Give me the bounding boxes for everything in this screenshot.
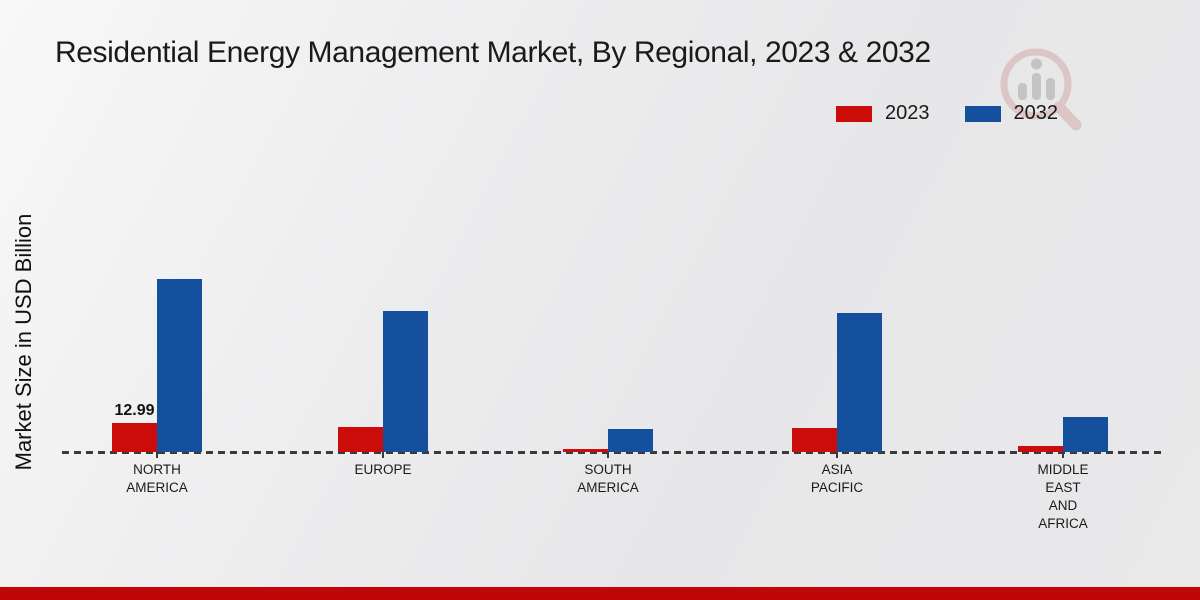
bar-2032-asia-pacific	[837, 312, 882, 452]
x-axis-tick	[836, 452, 838, 458]
category-label-north-america: NORTH AMERICA	[126, 462, 188, 495]
bar-2032-middle-east-and-africa	[1063, 416, 1108, 452]
bar-2023-middle-east-and-africa	[1018, 446, 1063, 452]
bar-2023-north-america	[112, 423, 157, 452]
legend-swatch-2032	[964, 105, 1001, 122]
legend-label-2032: 2032	[1013, 102, 1059, 124]
legend-item-2023: 2023	[836, 102, 930, 125]
bar-2032-north-america	[157, 278, 202, 452]
bar-2023-europe	[338, 426, 383, 452]
legend-label-2023: 2023	[885, 102, 930, 124]
bar-2023-south-america	[563, 449, 608, 452]
x-axis-tick	[607, 452, 609, 458]
category-label-south-america: SOUTH AMERICA	[577, 462, 639, 495]
data-label-12.99: 12.99	[114, 402, 155, 420]
bar-2032-europe	[383, 310, 428, 452]
category-label-asia-pacific: ASIA PACIFIC	[810, 462, 864, 495]
x-axis-tick	[1062, 452, 1064, 458]
x-axis-tick	[156, 452, 158, 458]
x-axis-dashed-baseline	[62, 451, 1165, 454]
bar-2032-south-america	[608, 428, 653, 452]
chart-legend: 2023 2032	[836, 102, 1058, 125]
legend-swatch-2023	[836, 105, 872, 122]
category-label-europe: EUROPE	[354, 462, 412, 477]
x-axis-tick	[382, 452, 384, 458]
magnifier-bar-chart-watermark-icon	[1000, 48, 1082, 131]
footer-accent-band	[0, 587, 1200, 600]
bar-2023-asia-pacific	[792, 427, 837, 452]
category-label-middle-east-and-africa: MIDDLE EAST AND AFRICA	[1037, 462, 1089, 531]
chart-title: Residential Energy Management Market, By…	[55, 36, 931, 69]
legend-item-2032: 2032	[964, 102, 1059, 125]
